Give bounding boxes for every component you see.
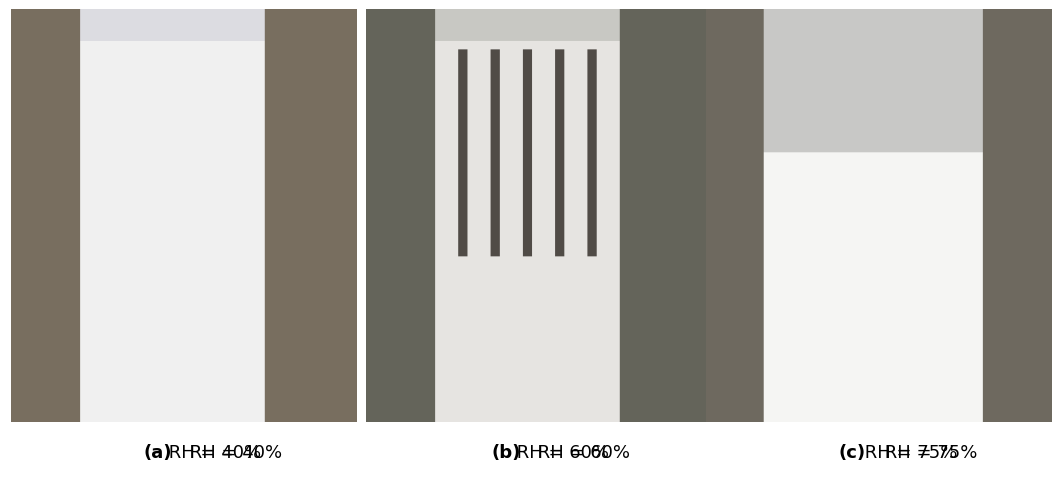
Text: RH = 40%: RH = 40% (184, 443, 281, 461)
Text: (c): (c) (839, 443, 866, 461)
Text: RH = 40%: RH = 40% (162, 443, 261, 461)
Text: RH = 60%: RH = 60% (532, 443, 630, 461)
Text: RH = 75%: RH = 75% (858, 443, 957, 461)
Text: RH = 60%: RH = 60% (511, 443, 610, 461)
Text: RH = 75%: RH = 75% (879, 443, 978, 461)
Text: (a): (a) (143, 443, 172, 461)
Text: (b): (b) (492, 443, 520, 461)
